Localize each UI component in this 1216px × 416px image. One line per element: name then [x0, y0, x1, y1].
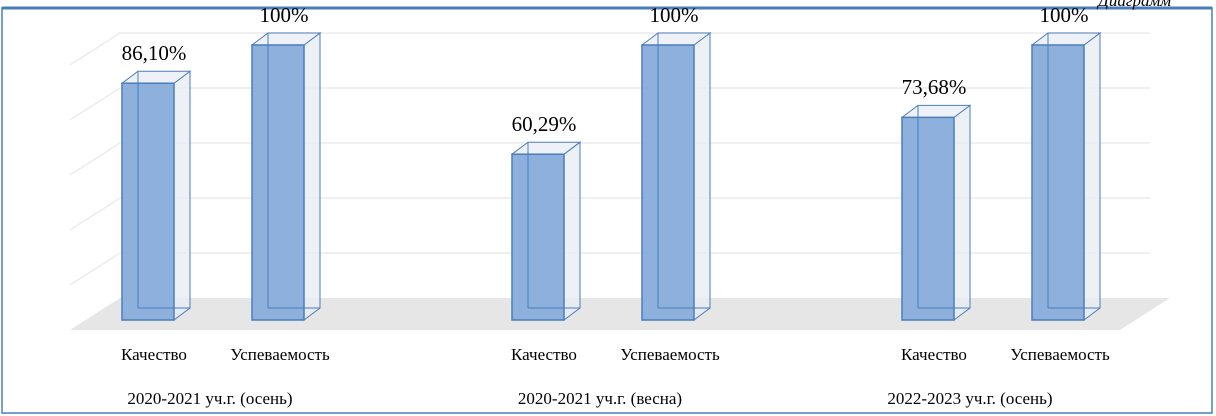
bar-side — [303, 32, 321, 321]
caption: Диаграмм — [1096, 0, 1171, 10]
x-tick-label: 2020-2021 уч.г. (осень) — [127, 389, 292, 408]
frame — [1, 7, 1213, 414]
value-label: 60,29% — [512, 112, 577, 136]
floor — [70, 298, 1170, 330]
value-label: 100% — [650, 3, 699, 27]
bar-side — [563, 141, 581, 321]
value-label: 100% — [260, 3, 309, 27]
bar-side — [693, 32, 711, 321]
series-label: Качество — [901, 345, 967, 364]
series-label: Качество — [511, 345, 577, 364]
value-label: 73,68% — [902, 75, 967, 99]
grid-line-side — [69, 142, 121, 176]
bar — [121, 82, 175, 321]
grid-line-side — [69, 252, 121, 286]
bar — [511, 153, 565, 321]
bar-side — [173, 70, 191, 321]
grid-line-side — [69, 87, 121, 121]
value-label: 100% — [1040, 3, 1089, 27]
grid-line-side — [69, 197, 121, 231]
bar — [1031, 44, 1085, 321]
bar-side — [1083, 32, 1101, 321]
x-tick-label: 2020-2021 уч.г. (весна) — [518, 389, 682, 408]
bar — [251, 44, 305, 321]
bar-side — [953, 104, 971, 321]
x-tick-label: 2022-2023 уч.г. (осень) — [887, 389, 1052, 408]
series-label: Качество — [121, 345, 187, 364]
value-label: 86,10% — [122, 41, 187, 65]
bar — [901, 116, 955, 321]
series-label: Успеваемость — [230, 345, 330, 364]
bar — [641, 44, 695, 321]
series-label: Успеваемость — [620, 345, 720, 364]
series-label: Успеваемость — [1010, 345, 1110, 364]
grid-line-side — [69, 32, 121, 66]
